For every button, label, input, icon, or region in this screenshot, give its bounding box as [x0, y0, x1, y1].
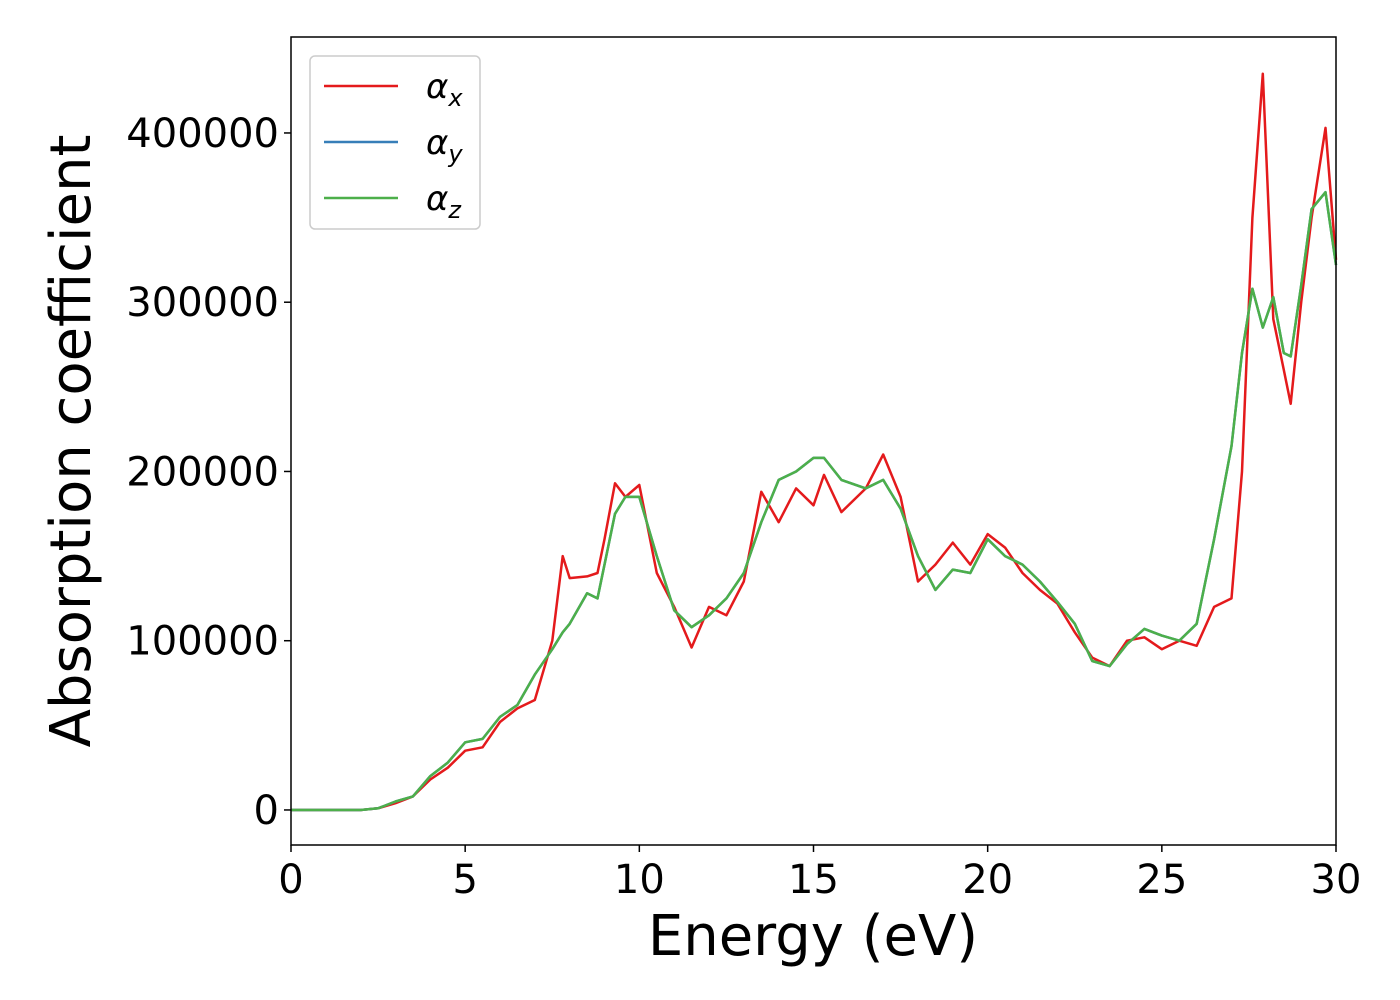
legend-label: αz [426, 179, 462, 224]
y-axis-label: Absorption coefficient [39, 135, 104, 748]
legend-label: αx [426, 67, 463, 112]
y-tick-label: 0 [254, 788, 279, 834]
legend-label: αy [426, 123, 463, 168]
x-tick-label: 15 [788, 857, 839, 903]
y-tick-label: 400000 [126, 111, 279, 157]
series-line [291, 72, 1338, 812]
plot-frame [290, 36, 1337, 846]
x-tick-label: 0 [278, 857, 303, 903]
x-axis-label: Energy (eV) [648, 904, 978, 969]
x-tick-label: 25 [1136, 857, 1187, 903]
y-tick-label: 300000 [126, 280, 279, 326]
x-tick-label: 20 [962, 857, 1013, 903]
y-tick-label: 200000 [126, 449, 279, 495]
y-tick-label: 100000 [126, 619, 279, 665]
series-line [291, 190, 1338, 812]
x-tick-label: 10 [614, 857, 665, 903]
series-line [291, 190, 1338, 812]
x-tick-label: 30 [1311, 857, 1362, 903]
x-tick-label: 5 [452, 857, 477, 903]
